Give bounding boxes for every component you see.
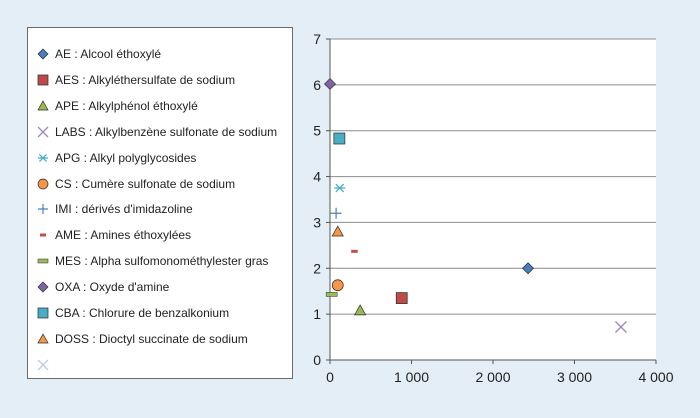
legend-marker-shape-4 (38, 153, 48, 162)
data-point-marker-1-0 (395, 292, 408, 304)
data-point-marker-7-0 (351, 249, 358, 253)
legend-item-5: CS : Cumère sulfonate de sodium (36, 174, 235, 194)
data-point-marker-11-0 (331, 225, 344, 237)
legend-marker-shape-1 (37, 74, 49, 86)
legend-marker-shape-7 (40, 233, 46, 237)
legend-item-1: AES : Alkyléthersulfate de sodium (36, 70, 235, 90)
legend-label-7: AME : Amines éthoxylées (55, 228, 192, 243)
data-point-marker-10-0 (333, 132, 346, 145)
legend-label-1: AES : Alkyléthersulfate de sodium (55, 72, 236, 87)
data-point-marker-0-0 (522, 262, 535, 275)
legend-marker-shape-12 (37, 359, 49, 371)
legend-label-6: IMI : dérivés d'imidazoline (55, 202, 193, 217)
legend-item-8: MES : Alpha sulfomonométhylester gras (36, 251, 268, 271)
plot-area: 0 1 2 3 4 5 6 7 0 1 000 2 000 3 000 4 000 (313, 31, 673, 385)
legend-marker-shape-8 (37, 258, 49, 264)
plot-background (330, 39, 656, 360)
x-tick-label-0: 0 (326, 369, 334, 385)
legend-marker-shape-2 (37, 100, 49, 111)
legend-label-4: APG : Alkyl polyglycosides (55, 150, 197, 165)
data-point-marker-2-0 (354, 304, 367, 316)
legend-item-0: AE : Alcool éthoxylé (36, 44, 161, 64)
legend-marker-shape-10 (37, 307, 49, 319)
legend-label-0: AE : Alcool éthoxylé (55, 47, 162, 61)
legend-marker-icon-1 (37, 74, 49, 86)
data-point-5-0 (331, 279, 344, 292)
legend-item-11: DOSS : Dioctyl succinate de sodium (36, 329, 248, 349)
y-tick-label-3: 3 (313, 214, 321, 230)
data-point-11-0 (331, 225, 344, 237)
legend-marker-icon-12 (37, 359, 49, 371)
legend-item-2: APE : Alkylphénol éthoxylé (36, 96, 198, 116)
legend-marker-shape-0 (37, 48, 49, 60)
y-tick-label-6: 6 (313, 77, 321, 93)
data-point-9-0 (324, 77, 336, 90)
legend-label-10: CBA : Chlorure de benzalkonium (55, 306, 230, 320)
legend-marker-icon-3 (37, 126, 49, 138)
data-point-7-0 (351, 249, 358, 253)
x-tick-label-2: 2 000 (475, 369, 510, 385)
legend-item-9: OXA : Oxyde d'amine (36, 277, 169, 297)
y-tick-label-0: 0 (313, 352, 321, 368)
legend-item-7: AME : Amines éthoxylées (36, 225, 191, 245)
legend-marker-icon-7 (40, 233, 46, 237)
legend-label-3: LABS : Alkylbenzène sulfonate de sodium (55, 124, 278, 139)
legend: AE : Alcool éthoxylé AES : Alkyléthersulf… (27, 27, 293, 379)
data-point-4-0 (334, 183, 346, 193)
legend-item-3: LABS : Alkylbenzène sulfonate de sodium (36, 122, 277, 142)
y-tick-label-2: 2 (313, 260, 321, 276)
legend-item-4: APG : Alkyl polyglycosides (36, 148, 196, 168)
data-point-marker-6-0 (330, 207, 342, 219)
legend-item-10: CBA : Chlorure de benzalkonium (36, 303, 229, 323)
data-point-3-0 (614, 321, 627, 333)
x-tick-label-3: 3 000 (557, 369, 592, 385)
legend-marker-icon-8 (37, 258, 49, 264)
y-tick-label-1: 1 (313, 306, 321, 322)
data-point-0-0 (522, 262, 535, 275)
data-point-marker-9-0 (324, 77, 336, 90)
legend-label-9: OXA : Oxyde d'amine (55, 280, 170, 295)
legend-label-8: MES : Alpha sulfomonométhylester gras (55, 254, 269, 269)
legend-items: AE : Alcool éthoxylé AES : Alkyléthersulf… (28, 28, 292, 378)
legend-marker-icon-0 (37, 48, 49, 60)
x-tick-label-1: 1 000 (394, 369, 429, 385)
legend-marker-shape-9 (37, 281, 49, 293)
data-point-8-0 (325, 292, 338, 297)
data-point-10-0 (333, 132, 346, 145)
legend-label-2: APE : Alkylphénol éthoxylé (55, 98, 198, 113)
legend-marker-icon-6 (38, 204, 48, 215)
legend-label-11: DOSS : Dioctyl succinate de sodium (55, 331, 248, 346)
legend-marker-icon-11 (37, 333, 49, 344)
y-tick-label-7: 7 (313, 31, 321, 47)
data-point-marker-8-0 (325, 292, 338, 297)
legend-marker-icon-2 (37, 100, 49, 111)
legend-marker-shape-5 (37, 178, 49, 189)
data-point-2-0 (354, 304, 367, 316)
legend-marker-icon-9 (37, 281, 49, 293)
data-point-marker-5-0 (331, 279, 344, 292)
y-tick-label-4: 4 (313, 169, 321, 185)
legend-marker-shape-3 (37, 126, 49, 138)
legend-marker-icon-5 (37, 178, 49, 189)
legend-marker-shape-11 (37, 333, 49, 344)
legend-item-12 (36, 355, 55, 375)
legend-marker-shape-6 (38, 204, 48, 215)
data-point-6-0 (330, 207, 342, 219)
data-point-marker-4-0 (334, 183, 346, 193)
legend-item-6: IMI : dérivés d'imidazoline (36, 199, 193, 219)
legend-marker-icon-10 (37, 307, 49, 319)
y-tick-label-5: 5 (313, 123, 321, 139)
legend-marker-icon-4 (38, 153, 48, 162)
legend-label-5: CS : Cumère sulfonate de sodium (55, 176, 236, 191)
data-point-marker-3-0 (614, 321, 627, 333)
x-tick-label-4: 4 000 (638, 369, 673, 385)
data-point-1-0 (395, 292, 408, 304)
